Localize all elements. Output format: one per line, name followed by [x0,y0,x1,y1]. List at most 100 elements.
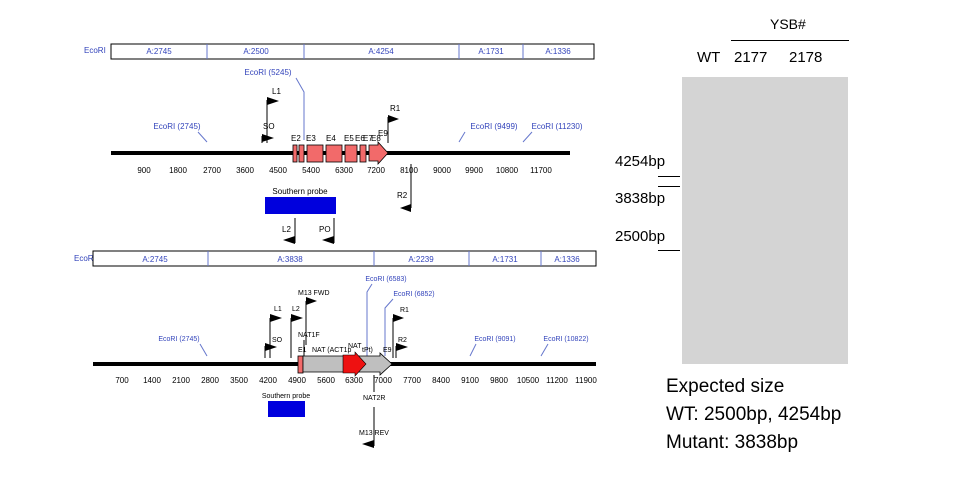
svg-text:8100: 8100 [400,166,418,175]
map1-probe-label: Southern probe [272,187,328,196]
svg-text:9100: 9100 [461,376,479,385]
svg-text:M13 REV: M13 REV [359,430,389,437]
svg-text:7700: 7700 [403,376,421,385]
svg-text:6300: 6300 [335,166,353,175]
exon-e3: E3 [306,134,316,143]
svg-text:NAT2R: NAT2R [363,395,385,402]
primer-r1-mut: R1 [392,307,409,358]
gel-image [682,77,848,364]
svg-text:NAT1F: NAT1F [298,332,320,339]
exon-e9-mut: E9 [383,347,392,354]
exon-e4: E4 [326,134,336,143]
lane-wt: WT [697,49,721,66]
svg-text:9800: 9800 [490,376,508,385]
primer-so: SO [261,122,275,143]
primer-so-mut: SO [264,337,283,358]
map1-site-11230: EcoRI (11230) [532,122,583,131]
exon-e5: E5 [344,134,354,143]
map1-site-5245: EcoRI (5245) [244,68,291,77]
map1-fragment-bar [110,43,595,60]
expected-title: Expected size [666,376,785,397]
exon-e7: E7 [363,134,373,143]
svg-text:L2: L2 [282,225,291,234]
svg-text:9900: 9900 [465,166,483,175]
svg-text:R1: R1 [400,307,409,314]
map2-fragment-1: A:2745 [142,255,168,264]
exon-e6: E6 [355,134,365,143]
map2-fragment-4: A:1731 [492,255,518,264]
map1-fragment-1: A:2745 [146,47,172,56]
map2-ecori-label: EcoRI [74,254,96,263]
svg-text:7000: 7000 [374,376,392,385]
svg-text:R1: R1 [390,104,401,113]
primer-l2-mut: L2 [290,306,303,358]
map2-site-10822: EcoRI (10822) [543,336,588,343]
primer-r2: R2 [397,164,412,212]
exon-e1-box [297,355,304,374]
svg-text:5400: 5400 [302,166,320,175]
svg-text:8400: 8400 [432,376,450,385]
svg-text:6300: 6300 [345,376,363,385]
svg-text:3500: 3500 [230,376,248,385]
svg-text:R2: R2 [398,337,407,344]
map2-fragment-5: A:1336 [554,255,580,264]
exon-e1: E1 [298,347,307,354]
marker-2500: 2500bp [615,228,666,245]
primer-m13-rev: M13 REV [359,407,389,448]
map2-site-2745: EcoRI (2745) [158,336,199,343]
svg-text:SO: SO [263,122,275,131]
svg-text:2800: 2800 [201,376,219,385]
map1-exons [292,140,389,166]
expected-wt: WT: 2500bp, 4254bp [666,404,842,425]
map2-site-6583: EcoRI (6583) [365,276,406,283]
primer-nat2r: NAT2R [363,375,385,402]
svg-text:10800: 10800 [496,166,519,175]
map1-southern-probe [265,197,336,214]
gel-header: YSB# [770,16,806,32]
svg-text:4500: 4500 [269,166,287,175]
svg-text:11700: 11700 [530,166,552,175]
exon-e2: E2 [291,134,301,143]
primer-po: PO [319,218,335,244]
ysb-underline [731,40,849,41]
exon-e8: E8 [371,134,381,143]
svg-text:7200: 7200 [367,166,385,175]
map1-fragment-5: A:1336 [545,47,571,56]
svg-text:4200: 4200 [259,376,277,385]
lane-2178: 2178 [789,49,823,66]
primer-l2: L2 [282,218,296,244]
map1-ticks: 900 1800 2700 3600 4500 5400 6300 7200 8… [137,166,552,175]
svg-text:1400: 1400 [143,376,161,385]
map2-fragment-3: A:2239 [408,255,434,264]
svg-text:4900: 4900 [288,376,306,385]
lane-2177: 2177 [734,49,768,66]
svg-text:1800: 1800 [169,166,187,175]
nat-label: NAT (ACT1p [312,347,352,354]
map1-fragment-3: A:4254 [368,47,394,56]
marker-2500-line [658,250,680,251]
svg-text:3600: 3600 [236,166,254,175]
marker-3838: 3838bp [615,190,666,207]
map1-ecori-label: EcoRI [84,46,106,55]
mutant-map: EcoRI A:2745 A:3838 A:2239 A:1731 A:1336… [74,250,597,448]
map2-site-6852: EcoRI (6852) [393,291,434,298]
svg-text:M13 FWD: M13 FWD [298,290,330,297]
map1-site-9499: EcoRI (9499) [470,122,517,131]
map1-site-2745: EcoRI (2745) [153,122,200,131]
map2-southern-probe [268,401,305,417]
primer-r2-mut: R2 [395,337,408,358]
wildtype-map: EcoRI A:2745 A:2500 A:4254 A:1731 A:1336… [84,43,595,244]
svg-text:L1: L1 [272,87,281,96]
map2-fragment-2: A:3838 [277,255,303,264]
map1-fragment-2: A:2500 [243,47,269,56]
svg-text:SO: SO [272,337,283,344]
svg-text:11900: 11900 [575,376,597,385]
map1-fragment-4: A:1731 [478,47,504,56]
svg-text:2100: 2100 [172,376,190,385]
svg-text:PO: PO [319,225,331,234]
primer-l1: L1 [266,87,281,143]
svg-text:10500: 10500 [517,376,540,385]
svg-text:9000: 9000 [433,166,451,175]
svg-text:2700: 2700 [203,166,221,175]
expected-mutant: Mutant: 3838bp [666,432,799,453]
